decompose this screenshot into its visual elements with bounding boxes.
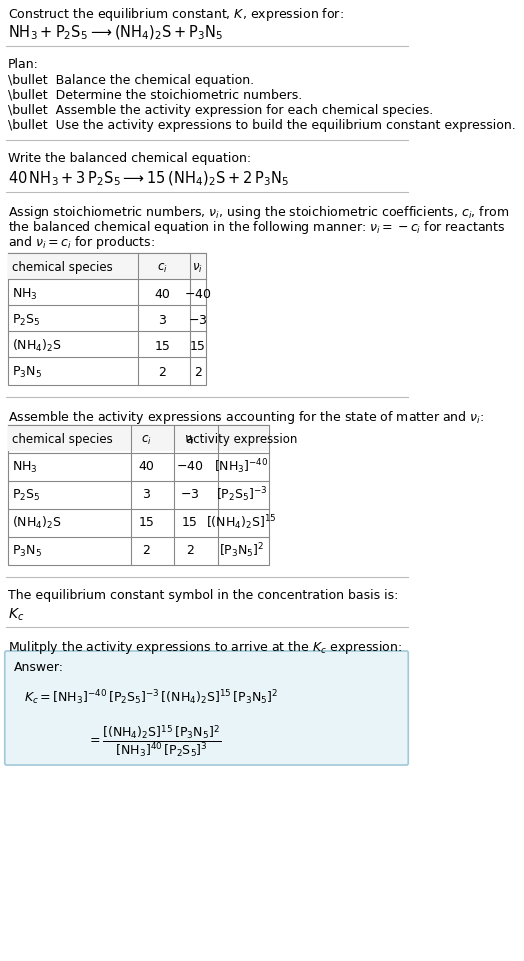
- Text: 15: 15: [138, 516, 154, 530]
- Text: \bullet  Determine the stoichiometric numbers.: \bullet Determine the stoichiometric num…: [8, 89, 302, 102]
- Text: 15: 15: [182, 516, 198, 530]
- Text: $\mathrm{P_3N_5}$: $\mathrm{P_3N_5}$: [12, 364, 42, 380]
- Text: Mulitply the activity expressions to arrive at the $K_c$ expression:: Mulitply the activity expressions to arr…: [8, 639, 402, 656]
- Text: Plan:: Plan:: [8, 58, 39, 71]
- Text: 3: 3: [143, 488, 150, 502]
- Text: $\mathrm{40\,NH_3 + 3\,P_2S_5 \longrightarrow 15\,(NH_4)_2S + 2\,P_3N_5}$: $\mathrm{40\,NH_3 + 3\,P_2S_5 \longright…: [8, 170, 289, 188]
- Text: $\mathrm{(NH_4)_2S}$: $\mathrm{(NH_4)_2S}$: [12, 338, 62, 354]
- Text: the balanced chemical equation in the following manner: $\nu_i = -c_i$ for react: the balanced chemical equation in the fo…: [8, 219, 506, 236]
- Text: 2: 2: [194, 365, 202, 379]
- Text: 15: 15: [190, 339, 206, 353]
- Text: $K_c$: $K_c$: [8, 607, 24, 624]
- Bar: [8, 253, 206, 279]
- Text: $[\mathrm{NH_3}]^{-40}$: $[\mathrm{NH_3}]^{-40}$: [214, 457, 269, 477]
- Text: $-40$: $-40$: [176, 460, 204, 474]
- Text: $\mathrm{NH_3}$: $\mathrm{NH_3}$: [12, 286, 38, 302]
- Text: $[\mathrm{P_3N_5}]^{2}$: $[\mathrm{P_3N_5}]^{2}$: [219, 542, 264, 560]
- Text: 15: 15: [154, 339, 170, 353]
- Text: 3: 3: [158, 313, 166, 327]
- Text: $\mathrm{P_2S_5}$: $\mathrm{P_2S_5}$: [12, 312, 40, 328]
- Text: $-40$: $-40$: [184, 287, 212, 301]
- Text: 2: 2: [158, 365, 166, 379]
- Text: chemical species: chemical species: [12, 261, 113, 275]
- Text: \bullet  Balance the chemical equation.: \bullet Balance the chemical equation.: [8, 74, 254, 87]
- Text: chemical species: chemical species: [12, 433, 113, 447]
- Text: Assign stoichiometric numbers, $\nu_i$, using the stoichiometric coefficients, $: Assign stoichiometric numbers, $\nu_i$, …: [8, 204, 509, 221]
- Text: \bullet  Assemble the activity expression for each chemical species.: \bullet Assemble the activity expression…: [8, 104, 433, 117]
- Text: $[(\mathrm{NH_4})_2\mathrm{S}]^{15}$: $[(\mathrm{NH_4})_2\mathrm{S}]^{15}$: [206, 513, 277, 532]
- Text: $\mathrm{NH_3 + P_2S_5 \longrightarrow (NH_4)_2S + P_3N_5}$: $\mathrm{NH_3 + P_2S_5 \longrightarrow (…: [8, 24, 223, 42]
- Text: Write the balanced chemical equation:: Write the balanced chemical equation:: [8, 152, 251, 165]
- Text: activity expression: activity expression: [185, 433, 297, 447]
- Text: $[\mathrm{P_2S_5}]^{-3}$: $[\mathrm{P_2S_5}]^{-3}$: [215, 485, 267, 505]
- Text: Construct the equilibrium constant, $K$, expression for:: Construct the equilibrium constant, $K$,…: [8, 6, 344, 23]
- Text: $\mathrm{P_3N_5}$: $\mathrm{P_3N_5}$: [12, 544, 42, 558]
- Text: $c_i$: $c_i$: [157, 261, 168, 275]
- Text: 40: 40: [138, 460, 154, 474]
- FancyBboxPatch shape: [5, 651, 408, 765]
- Bar: [8, 253, 206, 385]
- Text: 2: 2: [143, 545, 150, 557]
- Text: and $\nu_i = c_i$ for products:: and $\nu_i = c_i$ for products:: [8, 234, 155, 251]
- Text: $K_c = [\mathrm{NH_3}]^{-40}\,[\mathrm{P_2S_5}]^{-3}\,[(\mathrm{NH_4})_2\mathrm{: $K_c = [\mathrm{NH_3}]^{-40}\,[\mathrm{P…: [24, 688, 278, 706]
- Text: $\nu_i$: $\nu_i$: [192, 261, 203, 275]
- Text: $= \dfrac{[(\mathrm{NH_4})_2\mathrm{S}]^{15}\,[\mathrm{P_3N_5}]^{2}}{[\mathrm{NH: $= \dfrac{[(\mathrm{NH_4})_2\mathrm{S}]^…: [87, 723, 221, 759]
- Text: The equilibrium constant symbol in the concentration basis is:: The equilibrium constant symbol in the c…: [8, 589, 398, 602]
- Text: 2: 2: [186, 545, 194, 557]
- Text: 40: 40: [154, 287, 170, 301]
- Bar: [8, 425, 269, 565]
- Text: $c_i$: $c_i$: [141, 433, 152, 447]
- Text: $\nu_i$: $\nu_i$: [184, 433, 195, 447]
- Text: $-3$: $-3$: [188, 313, 208, 327]
- Text: \bullet  Use the activity expressions to build the equilibrium constant expressi: \bullet Use the activity expressions to …: [8, 119, 516, 132]
- Text: Answer:: Answer:: [14, 661, 64, 674]
- Text: $\mathrm{P_2S_5}$: $\mathrm{P_2S_5}$: [12, 487, 40, 503]
- Bar: [8, 425, 269, 451]
- Text: $\mathrm{NH_3}$: $\mathrm{NH_3}$: [12, 459, 38, 475]
- Text: $-3$: $-3$: [180, 488, 200, 502]
- Text: Assemble the activity expressions accounting for the state of matter and $\nu_i$: Assemble the activity expressions accoun…: [8, 409, 484, 426]
- Text: $\mathrm{(NH_4)_2S}$: $\mathrm{(NH_4)_2S}$: [12, 515, 62, 531]
